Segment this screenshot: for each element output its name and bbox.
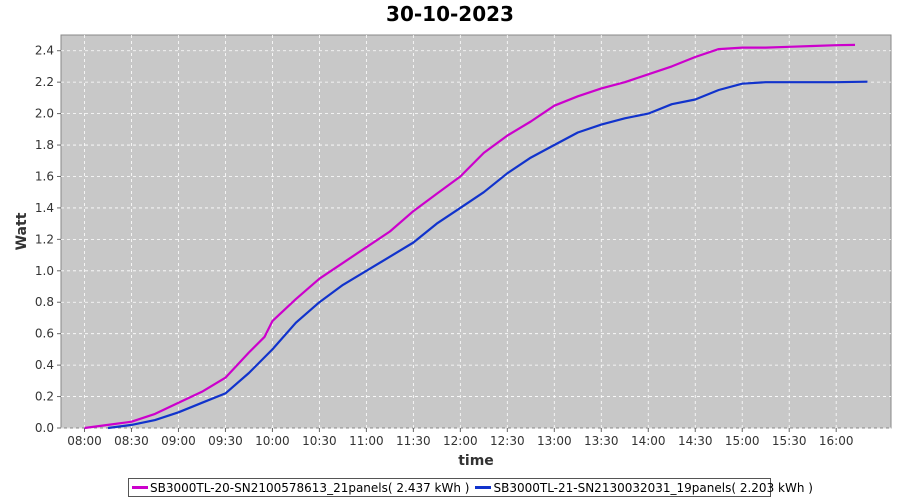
y-tick-label: 2.2 [35, 75, 54, 89]
x-tick-label: 16:00 [819, 434, 854, 448]
series-layer [84, 43, 868, 430]
x-tick-label: 10:30 [302, 434, 337, 448]
x-tick-label: 12:30 [490, 434, 525, 448]
legend-swatch [475, 486, 492, 489]
plot-area [60, 34, 892, 429]
x-tick-label: 08:00 [67, 434, 102, 448]
series-line-1 [84, 43, 856, 430]
chart-svg: 0.0 0.2 0.4 0.6 0.8 1.0 1.2 1.4 1.6 1.8 2.0 2.2 2.4 0… [14, 34, 892, 469]
grid [61, 35, 891, 429]
x-tick-label: 15:30 [772, 434, 807, 448]
y-tick-label: 2.4 [35, 44, 54, 58]
y-tick-label: 1.0 [35, 264, 54, 278]
x-tick-label: 09:00 [161, 434, 196, 448]
x-tick-label: 13:30 [584, 434, 619, 448]
y-axis-label: Watt [14, 212, 30, 250]
x-tick-label: 11:30 [396, 434, 431, 448]
x-axis-label: time [458, 453, 494, 469]
y-tick-label: 1.4 [35, 201, 54, 215]
x-tick-label: 10:00 [255, 434, 290, 448]
x-tick-label: 13:00 [537, 434, 572, 448]
legend: SB3000TL-20-SN2100578613_21panels( 2.437… [128, 478, 813, 497]
y-tick-label: 0.4 [35, 358, 54, 372]
y-tick-label: 0.2 [35, 390, 54, 404]
y-tick-label: 2.0 [35, 107, 54, 121]
y-tick-label: 0.8 [35, 295, 54, 309]
y-tick-label: 1.8 [35, 138, 54, 152]
x-tick-label: 11:00 [349, 434, 384, 448]
y-tick-label: 1.2 [35, 232, 54, 246]
legend-item: SB3000TL-21-SN2130032031_19panels( 2.203… [475, 480, 813, 495]
legend-item: SB3000TL-20-SN2100578613_21panels( 2.437… [132, 481, 469, 495]
y-tick-label: 0.6 [35, 327, 54, 341]
x-tick-label: 12:00 [443, 434, 478, 448]
x-tick-label: 09:30 [208, 434, 243, 448]
y-tick-label: 1.6 [35, 169, 54, 183]
x-tick-label: 08:30 [114, 434, 149, 448]
y-tick-label: 0.0 [35, 421, 54, 435]
legend-swatch [132, 486, 148, 489]
series-line-2 [107, 80, 868, 430]
legend-label: SB3000TL-20-SN2100578613_21panels( 2.437… [150, 480, 470, 495]
x-tick-label: 14:00 [631, 434, 666, 448]
chart-title: 30-10-2023 [386, 2, 514, 26]
x-tick-label: 14:30 [678, 434, 713, 448]
axes: 0.0 0.2 0.4 0.6 0.8 1.0 1.2 1.4 1.6 1.8 2.0 2.2 2.4 0… [35, 44, 854, 448]
legend-label: SB3000TL-21-SN2130032031_19panels( 2.203… [493, 480, 813, 495]
x-tick-label: 15:00 [725, 434, 760, 448]
